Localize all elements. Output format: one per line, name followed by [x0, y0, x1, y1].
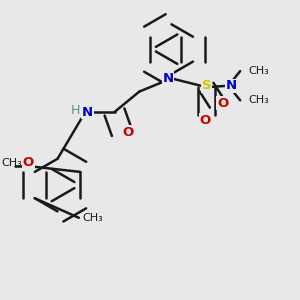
Text: O: O	[23, 156, 34, 169]
Text: N: N	[162, 72, 174, 85]
Text: N: N	[162, 72, 174, 85]
Text: N: N	[226, 79, 237, 92]
Text: O: O	[217, 97, 228, 110]
Text: N: N	[82, 106, 93, 118]
Text: H: H	[71, 104, 80, 117]
Text: N: N	[82, 106, 93, 118]
Text: CH₃: CH₃	[82, 213, 103, 223]
Text: O: O	[123, 126, 134, 139]
Text: N: N	[226, 79, 237, 92]
Text: CH₃: CH₃	[248, 95, 269, 105]
Text: CH₃: CH₃	[248, 66, 269, 76]
Text: O: O	[217, 97, 228, 110]
Text: O: O	[200, 114, 211, 127]
Text: O: O	[123, 126, 134, 139]
Text: O: O	[200, 114, 211, 127]
Text: S: S	[202, 79, 211, 92]
Text: S: S	[202, 79, 211, 92]
Text: O: O	[23, 156, 34, 169]
Text: CH₃: CH₃	[2, 158, 22, 168]
